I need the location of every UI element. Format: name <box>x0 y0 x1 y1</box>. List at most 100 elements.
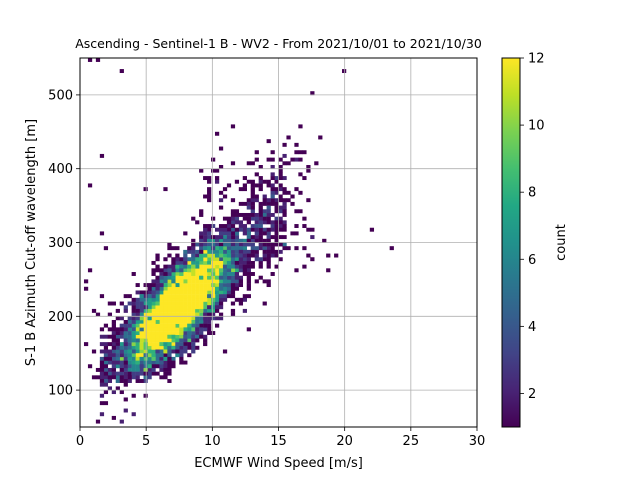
heatmap-cell <box>270 187 275 192</box>
heatmap-cell <box>151 345 156 350</box>
heatmap-cell <box>207 297 212 302</box>
heatmap-cell <box>262 301 267 306</box>
heatmap-cell <box>199 327 204 332</box>
heatmap-cell <box>119 419 124 424</box>
heatmap-cell <box>143 297 148 302</box>
heatmap-cell <box>171 356 176 361</box>
heatmap-cell <box>167 319 172 324</box>
heatmap-cell <box>274 264 279 269</box>
heatmap-cell <box>222 294 228 299</box>
heatmap-cell <box>99 371 105 376</box>
heatmap-cell <box>175 253 180 258</box>
heatmap-cell <box>127 360 132 365</box>
heatmap-cell <box>143 342 148 347</box>
heatmap-cell <box>159 367 164 372</box>
heatmap-cell <box>139 334 144 339</box>
heatmap-cell <box>211 297 216 302</box>
heatmap-cell <box>191 312 196 317</box>
heatmap-cell <box>207 249 212 254</box>
heatmap-cell <box>195 283 200 288</box>
heatmap-cell <box>95 375 101 380</box>
heatmap-cell <box>179 308 184 313</box>
heatmap-cell <box>274 179 279 184</box>
heatmap-cell <box>131 272 136 276</box>
heatmap-cell <box>187 342 192 347</box>
heatmap-cell <box>111 375 116 380</box>
heatmap-cell <box>258 165 263 169</box>
heatmap-cell <box>159 279 164 284</box>
heatmap-cell <box>290 231 295 236</box>
heatmap-cell <box>250 183 255 188</box>
heatmap-cell <box>234 212 240 217</box>
heatmap-cell <box>199 268 204 273</box>
heatmap-cell <box>207 272 212 276</box>
colorbar-ticks: 2 4 6 8 10 12 <box>520 52 545 402</box>
heatmap-cell <box>183 294 188 299</box>
heatmap-cell <box>143 316 148 321</box>
heatmap-cell <box>266 279 271 284</box>
heatmap-cell <box>222 264 228 269</box>
heatmap-cell <box>151 290 156 295</box>
heatmap-cell <box>187 249 192 254</box>
heatmap-cell <box>107 334 113 339</box>
heatmap-cell <box>302 246 307 251</box>
heatmap-cell <box>175 257 180 262</box>
heatmap-cell <box>230 253 236 258</box>
heatmap-cell <box>163 319 168 324</box>
heatmap-cell <box>286 190 291 195</box>
heatmap-cell <box>103 364 109 369</box>
heatmap-cell <box>111 345 116 350</box>
heatmap-cell <box>127 356 132 361</box>
heatmap-cell <box>115 356 120 361</box>
heatmap-cell <box>214 283 220 288</box>
colorbar-tick-label: 2 <box>528 387 536 402</box>
heatmap-cell <box>222 349 228 354</box>
heatmap-cell <box>218 283 224 288</box>
heatmap-cell <box>163 345 168 350</box>
heatmap-cell <box>123 305 128 310</box>
heatmap-cell <box>195 268 200 273</box>
heatmap-cell <box>183 360 188 365</box>
heatmap-cell <box>127 327 132 332</box>
heatmap-cell <box>226 275 232 280</box>
y-tick-label: 300 <box>48 236 73 251</box>
heatmap-cell <box>163 360 168 365</box>
heatmap-cell <box>258 231 263 236</box>
heatmap-cell <box>195 301 200 306</box>
heatmap-cell <box>155 353 160 358</box>
heatmap-cell <box>147 364 152 369</box>
heatmap-cell <box>159 301 164 306</box>
heatmap-cell <box>167 286 172 291</box>
heatmap-cell <box>183 297 188 302</box>
heatmap-cell <box>234 242 240 247</box>
heatmap-cell <box>139 290 144 295</box>
heatmap-cell <box>203 268 208 273</box>
heatmap-cell <box>230 290 236 295</box>
heatmap-cell <box>111 319 116 324</box>
heatmap-cell <box>262 201 267 206</box>
heatmap-cell <box>159 275 164 280</box>
heatmap-cell <box>187 305 192 310</box>
heatmap-cell <box>131 297 136 302</box>
heatmap-cell <box>191 294 196 299</box>
heatmap-cell <box>222 227 228 232</box>
heatmap-cell <box>175 301 180 306</box>
heatmap-cell <box>187 257 192 262</box>
heatmap-cell <box>107 375 113 380</box>
heatmap-cell <box>103 390 109 395</box>
heatmap-cell <box>183 349 188 354</box>
heatmap-cell <box>203 283 208 288</box>
heatmap-cell <box>171 272 176 276</box>
heatmap-cell <box>266 242 271 247</box>
heatmap-cell <box>167 290 172 295</box>
heatmap-cell <box>179 297 184 302</box>
heatmap-cell <box>211 253 216 258</box>
heatmap-cell <box>222 187 228 192</box>
heatmap-cell <box>222 253 228 258</box>
heatmap-cell <box>238 224 244 228</box>
heatmap-cell <box>147 375 152 380</box>
heatmap-cell <box>369 227 375 232</box>
heatmap-cell <box>211 157 216 162</box>
heatmap-cell <box>230 198 236 203</box>
